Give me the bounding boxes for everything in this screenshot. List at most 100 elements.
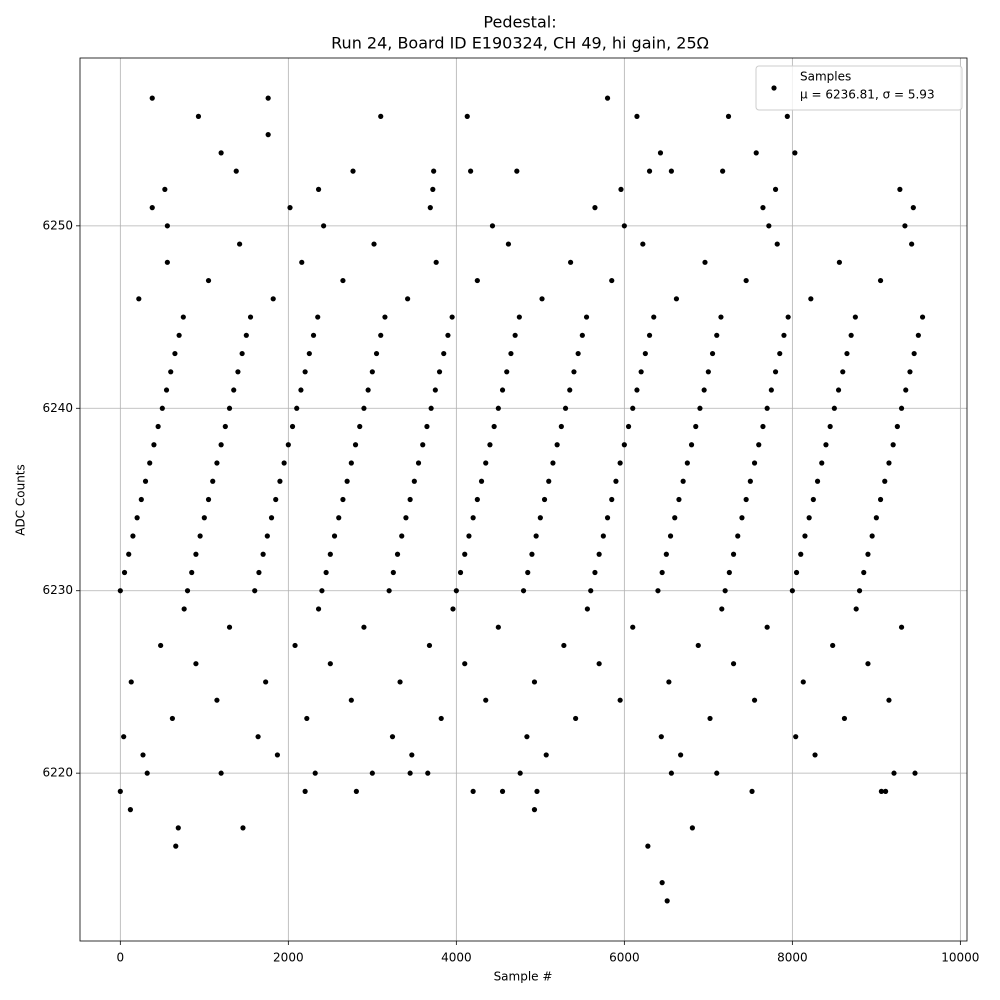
data-point [315, 314, 321, 320]
x-tick-label: 2000 [273, 951, 304, 965]
data-point [793, 569, 800, 576]
data-point [894, 423, 900, 430]
data-point [554, 442, 560, 448]
data-point [158, 642, 164, 649]
data-point [462, 551, 468, 557]
data-point [814, 478, 821, 484]
data-point [499, 788, 506, 795]
data-point [304, 715, 310, 722]
data-point [720, 168, 726, 174]
data-point [719, 606, 725, 612]
data-point [792, 150, 798, 156]
data-point [810, 496, 816, 503]
data-point [853, 606, 859, 612]
data-point [214, 697, 220, 703]
data-point [264, 533, 270, 539]
data-point [478, 478, 485, 484]
data-point [265, 132, 271, 138]
data-point [772, 186, 779, 192]
data-point [315, 606, 322, 612]
data-point [483, 460, 489, 466]
data-point [772, 369, 779, 375]
data-point [149, 95, 155, 101]
data-point [205, 277, 212, 284]
data-point [218, 770, 224, 776]
data-point [491, 423, 497, 430]
data-point [428, 405, 434, 411]
data-point [890, 442, 896, 448]
data-point [760, 204, 766, 211]
data-point [827, 423, 833, 430]
data-point [357, 423, 363, 430]
data-point [886, 460, 892, 466]
data-point [457, 569, 464, 576]
data-point [793, 734, 799, 740]
data-point [705, 369, 711, 375]
data-point [592, 204, 598, 211]
data-point [567, 387, 573, 393]
data-point [344, 478, 350, 484]
data-point [844, 350, 850, 357]
data-point [205, 496, 212, 503]
data-point [651, 314, 657, 320]
data-point [403, 515, 409, 521]
data-point [175, 825, 181, 831]
data-point [584, 606, 590, 612]
data-point [298, 387, 304, 393]
data-point [453, 588, 459, 594]
data-point [226, 405, 233, 411]
data-point [898, 624, 905, 630]
data-point [235, 369, 241, 375]
data-point [348, 460, 354, 466]
data-point [764, 624, 770, 630]
data-point [835, 387, 842, 393]
data-point [777, 350, 783, 357]
data-point [169, 715, 176, 722]
data-point [722, 588, 728, 594]
data-point [243, 332, 249, 338]
data-point [233, 168, 239, 174]
data-point [433, 259, 439, 265]
data-point [659, 880, 665, 886]
data-point [537, 515, 543, 521]
y-tick-label: 6220 [42, 766, 73, 780]
data-point [499, 387, 506, 393]
data-point [369, 770, 375, 776]
data-point [407, 770, 413, 776]
data-point [743, 496, 749, 503]
data-point [886, 697, 892, 703]
data-point [420, 442, 426, 448]
data-point [240, 825, 246, 831]
data-point [474, 277, 480, 284]
data-point [609, 496, 615, 503]
data-point [180, 314, 186, 320]
x-tick-label: 4000 [441, 951, 472, 965]
data-point [427, 204, 433, 211]
data-point [630, 624, 636, 630]
data-point [567, 259, 574, 265]
data-point [659, 569, 665, 576]
data-point [163, 387, 170, 393]
data-point [128, 679, 134, 685]
data-point [882, 478, 888, 484]
data-point [561, 642, 567, 649]
data-point [256, 569, 262, 576]
data-point [265, 95, 271, 101]
data-point [411, 478, 417, 484]
data-point [693, 423, 699, 430]
data-point [621, 223, 627, 229]
legend-stats: μ = 6236.81, σ = 5.93 [800, 88, 935, 102]
data-point [321, 223, 327, 229]
data-point [270, 296, 276, 302]
data-point [397, 679, 403, 685]
x-tick-label: 6000 [609, 951, 640, 965]
data-point [877, 496, 884, 503]
data-point [919, 314, 926, 320]
data-point [327, 661, 333, 667]
data-point [277, 478, 283, 484]
data-point [571, 369, 577, 375]
data-point [760, 423, 766, 430]
legend-marker [771, 85, 777, 91]
data-point [138, 496, 144, 503]
data-point [336, 515, 342, 521]
